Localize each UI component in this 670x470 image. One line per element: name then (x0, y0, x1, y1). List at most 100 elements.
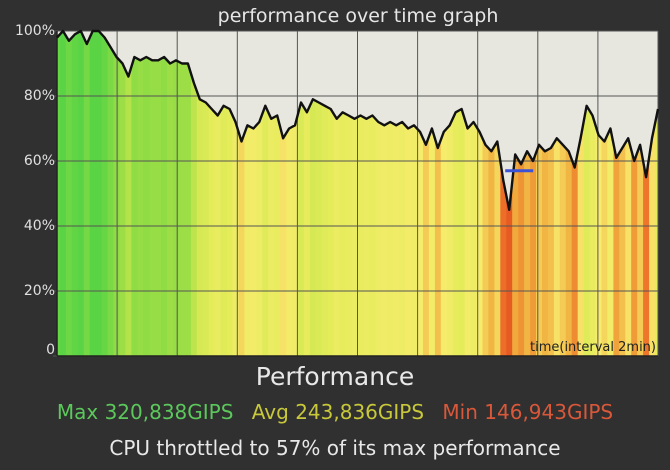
perf-bar (268, 31, 275, 356)
perf-bar (643, 31, 650, 356)
perf-bar (238, 31, 246, 356)
perf-bar (232, 31, 240, 356)
perf-bar (530, 31, 537, 356)
perf-bar (631, 31, 638, 356)
perf-bar (655, 31, 658, 356)
perf-bar (547, 31, 555, 356)
perf-bar (256, 31, 263, 356)
perf-bar (208, 31, 216, 356)
perf-bar (363, 31, 371, 356)
perf-bar (375, 31, 382, 356)
perf-bar (393, 31, 400, 356)
perf-bar (89, 31, 97, 356)
perf-bar (101, 31, 109, 356)
perf-bar (345, 31, 353, 356)
perf-bar (351, 31, 359, 356)
perf-bar (452, 31, 460, 356)
perf-bar (399, 31, 406, 356)
perf-bar (125, 31, 132, 356)
y-tick-label: 60% (24, 153, 55, 169)
throttle-summary: CPU throttled to 57% of its max performa… (109, 436, 561, 460)
perf-bar (167, 31, 174, 356)
y-tick-label: 100% (15, 23, 55, 39)
perf-bar (280, 31, 287, 356)
y-tick-label: 0 (46, 342, 55, 358)
chart-title: performance over time graph (218, 5, 499, 27)
performance-stats: Max 320,838GIPS Avg 243,836GIPS Min 146,… (0, 400, 670, 424)
y-tick-label: 40% (24, 218, 55, 234)
perf-bar (339, 31, 347, 356)
perf-bar (542, 31, 549, 356)
perf-bar (440, 31, 448, 356)
perf-bar (77, 31, 85, 356)
perf-bar (577, 31, 585, 356)
perf-bar (262, 31, 269, 356)
perf-bar (57, 31, 61, 356)
perf-bar (369, 31, 376, 356)
perf-bar (553, 31, 561, 356)
perf-bar (357, 31, 365, 356)
perf-bar (649, 31, 656, 356)
perf-bar (625, 31, 632, 356)
perf-bar (458, 31, 466, 356)
perf-bar (601, 31, 609, 356)
perf-bar (107, 31, 115, 356)
perf-bar (161, 31, 168, 356)
perf-bar (333, 31, 341, 356)
perf-bar (613, 31, 620, 356)
perf-bar (518, 31, 525, 356)
perf-bar (446, 31, 454, 356)
perf-bar (220, 31, 228, 356)
performance-line (56, 29, 660, 211)
perf-bar (274, 31, 281, 356)
y-tick-label: 80% (24, 88, 55, 104)
perf-bar (202, 31, 210, 356)
perf-bar (315, 31, 323, 356)
perf-bar (173, 31, 180, 356)
perf-bar (595, 31, 603, 356)
min-stat: Min 146,943GIPS (442, 400, 614, 424)
perf-bar (149, 31, 156, 356)
perf-bar (327, 31, 335, 356)
perf-bar (214, 31, 222, 356)
perf-bar (244, 31, 251, 356)
perf-bar (226, 31, 234, 356)
perf-bar (387, 31, 394, 356)
perf-bar (286, 31, 293, 356)
perf-bar (309, 31, 317, 356)
perf-bar (434, 31, 442, 356)
perf-bar (83, 31, 91, 356)
perf-bar (500, 31, 507, 356)
perf-bar (417, 31, 424, 356)
y-axis-ticks: 0 20% 40% 60% 80% 100% (15, 23, 55, 358)
perf-bar (464, 31, 472, 356)
perf-bar (565, 31, 573, 356)
perf-bar (589, 31, 597, 356)
perf-bar (184, 31, 192, 356)
perf-bar (65, 31, 73, 356)
perf-bar (71, 31, 79, 356)
perf-bar (298, 31, 305, 356)
perf-bar (524, 31, 531, 356)
perf-bar (470, 31, 478, 356)
perf-bar (405, 31, 412, 356)
perf-bar (607, 31, 614, 356)
perf-bar (131, 31, 138, 356)
perf-bar (143, 31, 150, 356)
performance-heading: Performance (255, 362, 415, 391)
x-axis-label: time(interval 2min) (530, 340, 656, 355)
perf-bar (488, 31, 495, 356)
perf-bar (381, 31, 388, 356)
perf-bar (411, 31, 418, 356)
perf-bar (60, 31, 67, 356)
performance-bars (57, 31, 658, 356)
perf-bar (559, 31, 567, 356)
perf-bar (250, 31, 257, 356)
perf-bar (637, 31, 644, 356)
perf-bar (482, 31, 490, 356)
perf-bar (119, 31, 127, 356)
perf-bar (423, 31, 430, 356)
perf-bar (321, 31, 329, 356)
avg-stat: Avg 243,836GIPS (251, 400, 425, 424)
